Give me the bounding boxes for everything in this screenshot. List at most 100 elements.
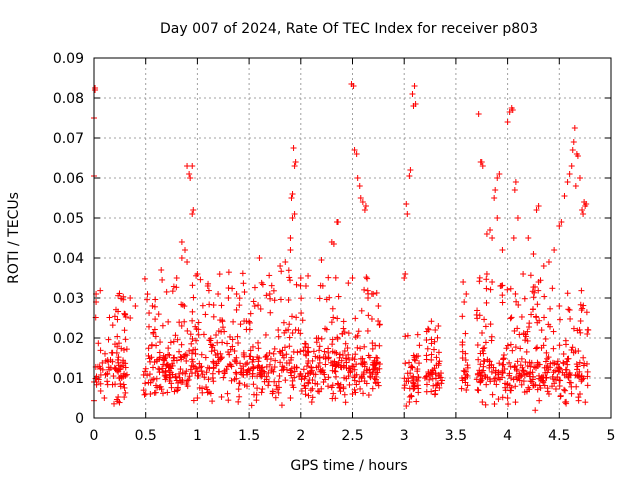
data-point bbox=[181, 318, 188, 325]
data-point bbox=[208, 341, 215, 348]
data-point bbox=[545, 259, 552, 265]
data-point bbox=[145, 352, 152, 359]
data-point bbox=[226, 351, 233, 358]
data-point bbox=[334, 380, 341, 387]
data-point bbox=[190, 207, 197, 213]
data-point bbox=[415, 374, 422, 381]
data-point bbox=[488, 333, 495, 340]
data-point bbox=[219, 324, 226, 331]
data-point bbox=[566, 307, 573, 313]
data-point bbox=[554, 358, 561, 365]
data-point bbox=[475, 111, 482, 117]
data-point bbox=[122, 336, 129, 343]
data-point bbox=[288, 354, 295, 361]
data-point bbox=[167, 339, 174, 346]
data-point bbox=[322, 361, 329, 368]
data-point bbox=[179, 379, 186, 386]
data-point bbox=[329, 359, 336, 366]
data-point bbox=[297, 370, 304, 377]
data-point bbox=[205, 376, 212, 383]
data-point bbox=[547, 323, 554, 330]
data-point bbox=[253, 397, 260, 404]
data-point bbox=[550, 369, 557, 376]
data-point bbox=[266, 272, 273, 279]
data-point bbox=[172, 332, 179, 339]
data-point bbox=[256, 364, 263, 371]
data-point bbox=[204, 364, 211, 371]
data-point bbox=[104, 381, 111, 388]
data-point bbox=[556, 316, 563, 323]
data-point bbox=[121, 384, 128, 391]
data-point bbox=[247, 353, 254, 360]
data-point bbox=[436, 384, 443, 391]
data-point bbox=[280, 366, 287, 373]
data-point bbox=[190, 363, 197, 370]
data-point bbox=[305, 344, 312, 351]
x-tick-label: 4.5 bbox=[548, 428, 570, 444]
data-point bbox=[523, 348, 530, 355]
data-point bbox=[370, 291, 377, 297]
data-point bbox=[341, 348, 348, 355]
data-point bbox=[184, 259, 191, 265]
data-point bbox=[297, 275, 304, 281]
data-point bbox=[487, 286, 494, 293]
data-point bbox=[480, 350, 487, 357]
data-point bbox=[182, 351, 189, 358]
data-point bbox=[292, 159, 299, 165]
data-point bbox=[374, 359, 381, 366]
data-point bbox=[228, 377, 235, 384]
data-point bbox=[514, 325, 521, 332]
data-point bbox=[583, 309, 590, 316]
data-point bbox=[224, 390, 231, 397]
data-point bbox=[463, 387, 470, 393]
data-point bbox=[240, 280, 247, 287]
data-point bbox=[225, 295, 232, 301]
data-point bbox=[525, 384, 532, 391]
data-point bbox=[283, 351, 290, 358]
data-point bbox=[530, 306, 537, 313]
data-point bbox=[210, 358, 217, 365]
data-point bbox=[332, 363, 339, 370]
data-point bbox=[190, 397, 197, 404]
data-point bbox=[106, 314, 113, 321]
data-point bbox=[150, 364, 157, 371]
data-point bbox=[562, 366, 569, 373]
data-point bbox=[253, 391, 260, 398]
data-point bbox=[569, 147, 576, 153]
data-point bbox=[585, 327, 592, 333]
data-point bbox=[241, 289, 248, 296]
data-point bbox=[197, 364, 204, 371]
data-point bbox=[202, 311, 209, 318]
data-point bbox=[430, 346, 437, 353]
data-point bbox=[476, 274, 483, 281]
data-point bbox=[309, 385, 316, 392]
data-point bbox=[270, 287, 277, 294]
data-point bbox=[165, 345, 172, 352]
data-point bbox=[401, 385, 408, 392]
data-point bbox=[329, 348, 336, 355]
data-point bbox=[231, 376, 238, 383]
data-point bbox=[355, 328, 362, 335]
data-point bbox=[496, 171, 503, 177]
data-point bbox=[108, 349, 115, 356]
data-point bbox=[221, 328, 228, 335]
data-point bbox=[369, 369, 376, 376]
y-tick-label: 0.03 bbox=[53, 291, 84, 307]
data-point bbox=[349, 355, 356, 362]
data-point bbox=[246, 326, 253, 333]
data-point bbox=[318, 367, 325, 374]
data-point bbox=[186, 373, 193, 380]
data-point bbox=[277, 349, 284, 356]
data-point bbox=[563, 371, 570, 378]
data-point bbox=[141, 391, 148, 398]
data-point bbox=[534, 386, 541, 393]
data-point bbox=[256, 255, 263, 261]
data-point bbox=[176, 348, 183, 355]
data-point bbox=[577, 301, 584, 308]
data-point bbox=[276, 372, 283, 379]
data-point bbox=[184, 163, 191, 169]
data-point bbox=[183, 368, 190, 375]
data-point bbox=[345, 330, 352, 337]
data-point bbox=[345, 280, 352, 287]
data-point bbox=[481, 344, 488, 351]
